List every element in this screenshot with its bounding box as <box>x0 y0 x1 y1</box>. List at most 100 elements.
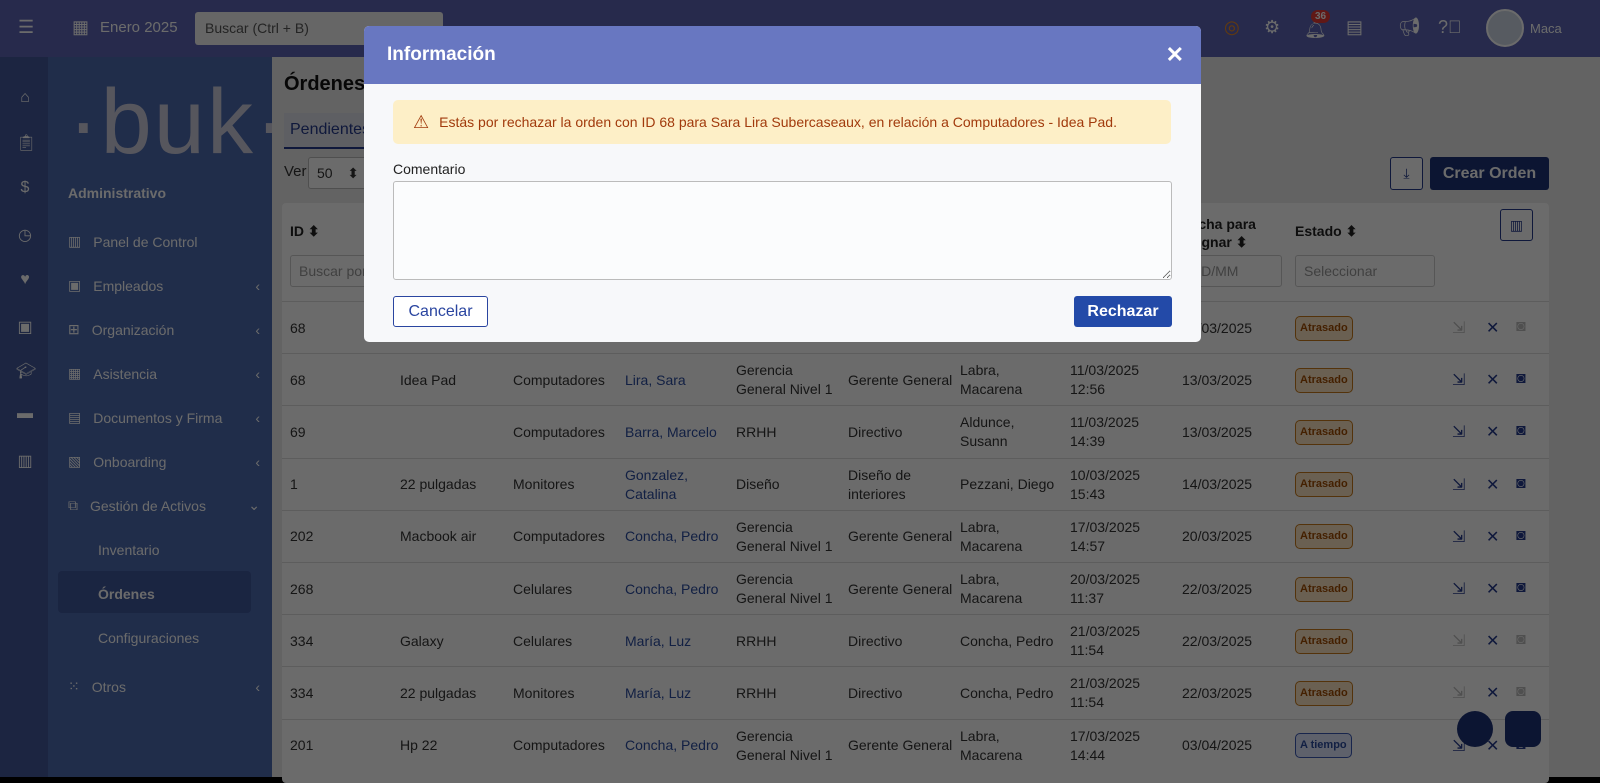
cell-emp[interactable]: Gonzalez, Catalina <box>625 466 689 502</box>
cell-name <box>400 406 505 458</box>
header-id[interactable]: ID ⬍ <box>290 223 320 239</box>
table-row[interactable]: 68 Idea Pad Computadores Lira, Sara Gerencia… <box>282 353 1549 405</box>
table-row[interactable]: 1 22 pulgadas Monitores Gonzalez, Catalina D… <box>282 457 1549 510</box>
view-icon[interactable]: ◙ <box>1516 422 1526 440</box>
assign-icon[interactable]: ⇲ <box>1452 320 1466 337</box>
user-name[interactable]: Maca <box>1530 21 1562 36</box>
assign-icon[interactable]: ⇲ <box>1452 685 1466 703</box>
view-icon[interactable]: ◙ <box>1516 579 1526 596</box>
sidebar-subitem-ordenes[interactable]: Órdenes <box>98 586 155 602</box>
cell-cargo: Gerente General <box>848 371 953 388</box>
table-row[interactable]: 69 Computadores Barra, Marcelo RRHH Directiv… <box>282 405 1549 457</box>
bell-icon[interactable]: 🔔︎ <box>1304 19 1327 39</box>
cell-name: 22 pulgadas <box>400 684 477 701</box>
sidebar: ·buk· Administrativo ▥ Panel de Control ▣ E… <box>48 57 286 777</box>
onboarding-icon: ▧ <box>68 453 82 469</box>
view-icon[interactable]: ◙ <box>1516 370 1526 388</box>
download-button[interactable]: ⤓ <box>1390 157 1423 190</box>
reject-icon[interactable]: ✕ <box>1486 320 1500 337</box>
status-badge: A tiempo <box>1295 733 1352 759</box>
briefcase-icon[interactable]: ▣ <box>17 319 33 336</box>
tab-pendientes[interactable]: Pendientes <box>284 113 374 149</box>
columns-button[interactable]: ▥ <box>1500 209 1533 241</box>
megaphone-icon[interactable]: 📢︎ <box>1398 17 1421 37</box>
sidebar-item-2[interactable]: ⊞ Organización ‹ <box>68 321 260 338</box>
cell-emp[interactable]: Lira, Sara <box>625 371 686 388</box>
create-order-button[interactable]: Crear Orden <box>1430 157 1549 190</box>
view-icon[interactable]: ◙ <box>1516 474 1526 492</box>
view-icon[interactable]: ◙ <box>1516 631 1526 649</box>
cancel-button[interactable]: Cancelar <box>393 296 488 327</box>
sidebar-item-5[interactable]: ▧ Onboarding ‹ <box>68 453 260 470</box>
reject-icon[interactable]: ✕ <box>1486 528 1500 546</box>
table-row[interactable]: 334 Galaxy Celulares María, Luz RRHH Directiv… <box>282 614 1549 666</box>
reject-button[interactable]: Rechazar <box>1074 296 1172 327</box>
status-filter[interactable]: Seleccionar <box>1295 255 1435 287</box>
period-label[interactable]: Enero 2025 <box>100 19 178 36</box>
close-icon[interactable]: ✕ <box>1165 42 1184 67</box>
assign-icon[interactable]: ⇲ <box>1452 372 1466 390</box>
gear-icon[interactable]: ⚙ <box>1264 17 1281 37</box>
graduation-icon[interactable]: 🎓︎ <box>16 363 37 380</box>
cell-cargo: Gerente General <box>848 528 953 545</box>
sidebar-item-1[interactable]: ▣ Empleados ‹ <box>68 277 260 294</box>
view-icon[interactable]: ◙ <box>1516 318 1526 335</box>
assign-icon[interactable]: ⇲ <box>1452 424 1466 442</box>
cell-assign: 20/03/2025 <box>1182 528 1253 545</box>
page-size-select[interactable]: 50 ⬍ <box>308 157 368 189</box>
reject-icon[interactable]: ✕ <box>1486 685 1500 703</box>
org-icon: ⊞ <box>68 321 80 337</box>
cell-emp[interactable]: Concha, Pedro <box>625 528 719 545</box>
document-icon[interactable]: ▤ <box>1346 17 1364 37</box>
assign-icon[interactable]: ⇲ <box>1452 528 1466 546</box>
reject-icon[interactable]: ✕ <box>1486 633 1500 651</box>
cell-emp[interactable]: Barra, Marcelo <box>625 423 717 440</box>
reject-icon[interactable]: ✕ <box>1486 476 1500 494</box>
hand-heart-icon[interactable]: ♥ <box>20 271 30 288</box>
assign-icon[interactable]: ⇲ <box>1452 476 1466 494</box>
table-row[interactable]: 201 Hp 22 Computadores Concha, Pedro Gerenci… <box>282 718 1549 771</box>
header-estado[interactable]: Estado ⬍ <box>1295 223 1358 239</box>
table-row[interactable]: 268 Celulares Concha, Pedro Gerencia Genera… <box>282 562 1549 614</box>
menu-icon[interactable]: ☰ <box>18 17 35 37</box>
chat-button[interactable] <box>1457 711 1493 747</box>
cell-emp[interactable]: María, Luz <box>625 632 692 649</box>
view-icon[interactable]: ◙ <box>1516 526 1526 544</box>
cell-assign: 03/04/2025 <box>1182 737 1253 754</box>
cell-id: 334 <box>290 632 314 649</box>
cell-sol: Pezzani, Diego <box>960 476 1055 493</box>
home-icon[interactable]: ⌂ <box>20 89 30 106</box>
coin-icon[interactable]: ◎ <box>1224 17 1240 37</box>
assign-icon[interactable]: ⇲ <box>1452 633 1466 651</box>
sidebar-item-otros[interactable]: ⁙ Otros ‹ <box>68 678 260 695</box>
comment-field[interactable] <box>393 181 1172 280</box>
sidebar-subitem-inventario[interactable]: Inventario <box>98 542 160 558</box>
clock-icon[interactable]: ◷ <box>18 227 32 244</box>
dollar-icon[interactable]: $ <box>20 179 30 196</box>
reject-icon[interactable]: ✕ <box>1486 581 1500 598</box>
folder-icon[interactable]: ▬ <box>17 405 33 422</box>
reject-icon[interactable]: ✕ <box>1486 372 1500 390</box>
sidebar-item-3[interactable]: ▦ Asistencia ‹ <box>68 365 260 382</box>
cell-assign: 22/03/2025 <box>1182 684 1253 701</box>
cell-emp[interactable]: Concha, Pedro <box>625 737 719 754</box>
avatar[interactable] <box>1486 9 1524 47</box>
cell-area: RRHH <box>736 423 777 440</box>
sidebar-item-6[interactable]: ⧉ Gestión de Activos ⌄ <box>68 497 260 514</box>
cell-emp[interactable]: María, Luz <box>625 684 692 701</box>
table-row[interactable]: 334 22 pulgadas Monitores María, Luz RRHH Dir… <box>282 666 1549 718</box>
reject-icon[interactable]: ✕ <box>1486 424 1500 442</box>
store-icon[interactable]: ▥ <box>17 453 33 470</box>
messenger-button[interactable] <box>1505 711 1541 747</box>
help-icon[interactable]: ?⃝ <box>1438 17 1462 37</box>
status-cell: Atrasado <box>1295 563 1353 615</box>
clipboard-icon[interactable]: 📋︎ <box>16 135 37 152</box>
assign-icon[interactable]: ⇲ <box>1452 581 1466 598</box>
table-row[interactable]: 202 Macbook air Computadores Concha, Pedro G… <box>282 509 1549 562</box>
view-icon[interactable]: ◙ <box>1516 683 1526 701</box>
sidebar-item-4[interactable]: ▤ Documentos y Firma ‹ <box>68 409 260 426</box>
cell-emp[interactable]: Concha, Pedro <box>625 580 719 597</box>
sidebar-subitem-configuraciones[interactable]: Configuraciones <box>98 630 200 646</box>
reject-icon[interactable]: ✕ <box>1486 737 1500 755</box>
sidebar-item-0[interactable]: ▥ Panel de Control <box>68 233 198 250</box>
